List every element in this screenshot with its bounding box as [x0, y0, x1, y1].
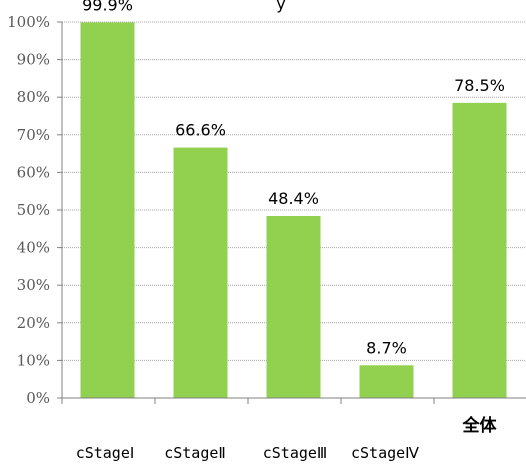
bars [80, 22, 507, 398]
y-tick-label: 0% [26, 389, 50, 407]
y-tick-label: 50% [17, 201, 50, 219]
y-tick-label: 20% [17, 314, 50, 332]
bar [266, 216, 321, 398]
y-tick-label: 40% [17, 239, 50, 257]
y-tick-label: 100% [7, 13, 50, 31]
y-tick-label: 80% [17, 88, 50, 106]
x-tick-label: cStageⅢ [263, 444, 328, 462]
x-tick-label: cStageⅣ [351, 444, 419, 462]
bar [452, 102, 507, 398]
y-tick-label: 90% [17, 51, 50, 69]
chart-title-fragment: y [276, 0, 285, 13]
y-tick-label: 60% [17, 163, 50, 181]
data-label: 66.6% [175, 121, 226, 140]
data-label: 99.9% [82, 0, 133, 14]
y-tick-label: 10% [17, 351, 50, 369]
data-label: 48.4% [268, 189, 319, 208]
y-tick-label: 30% [17, 276, 50, 294]
x-tick-label: cStageⅡ [164, 444, 226, 462]
bar [80, 22, 135, 398]
bar [173, 147, 228, 398]
data-labels: 99.9% 66.6% 48.4% 8.7% 78.5% [82, 0, 505, 357]
x-tick-label: cStageⅠ [76, 444, 135, 462]
axes: 0% 10% 20% 30% 40% 50% 60% 70% 80% 90% 100% cStageⅠ… [7, 13, 526, 462]
data-label: 8.7% [366, 338, 407, 357]
y-tick-label: 70% [17, 126, 50, 144]
x-tick-label: 全体 [462, 415, 498, 436]
bar [359, 365, 414, 398]
data-label: 78.5% [454, 76, 505, 95]
